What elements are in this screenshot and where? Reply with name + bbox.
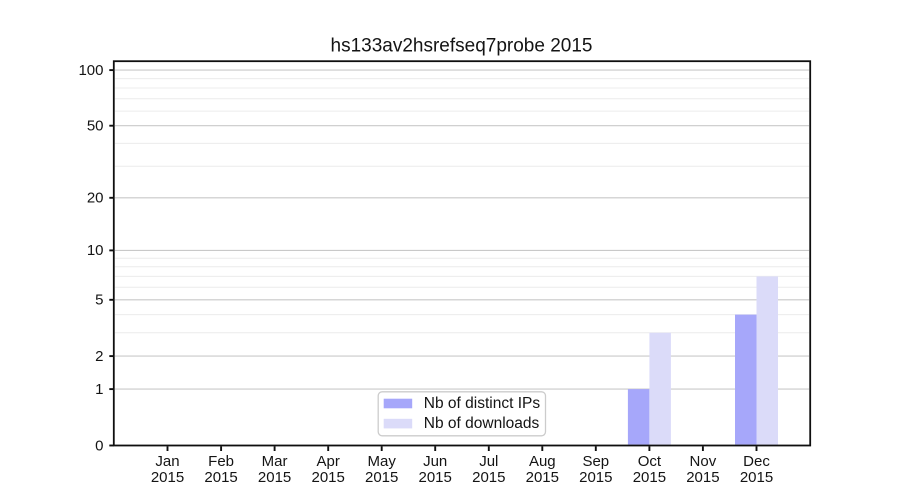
svg-text:Aug: Aug bbox=[529, 453, 556, 470]
svg-text:5: 5 bbox=[95, 292, 103, 309]
svg-text:Mar: Mar bbox=[262, 453, 288, 470]
svg-text:Nb of downloads: Nb of downloads bbox=[424, 415, 540, 432]
svg-text:Jan: Jan bbox=[155, 453, 179, 470]
svg-text:hs133av2hsrefseq7probe 2015: hs133av2hsrefseq7probe 2015 bbox=[331, 36, 593, 57]
svg-text:20: 20 bbox=[87, 190, 104, 207]
svg-text:May: May bbox=[368, 453, 397, 470]
svg-text:0: 0 bbox=[95, 437, 103, 454]
svg-text:Jun: Jun bbox=[423, 453, 447, 470]
svg-text:10: 10 bbox=[87, 242, 104, 259]
svg-text:2015: 2015 bbox=[151, 469, 184, 486]
svg-text:1: 1 bbox=[95, 381, 103, 398]
svg-text:2015: 2015 bbox=[365, 469, 398, 486]
svg-text:100: 100 bbox=[78, 62, 103, 79]
svg-text:Feb: Feb bbox=[208, 453, 234, 470]
svg-text:Nb of distinct IPs: Nb of distinct IPs bbox=[424, 395, 541, 412]
svg-text:2015: 2015 bbox=[740, 469, 773, 486]
svg-text:2015: 2015 bbox=[312, 469, 345, 486]
svg-text:2015: 2015 bbox=[633, 469, 666, 486]
svg-text:2015: 2015 bbox=[472, 469, 505, 486]
svg-text:2015: 2015 bbox=[419, 469, 452, 486]
svg-text:Dec: Dec bbox=[743, 453, 770, 470]
svg-text:Apr: Apr bbox=[317, 453, 340, 470]
svg-text:Nov: Nov bbox=[690, 453, 717, 470]
svg-text:2015: 2015 bbox=[579, 469, 612, 486]
svg-text:Jul: Jul bbox=[479, 453, 498, 470]
svg-text:Sep: Sep bbox=[582, 453, 609, 470]
svg-text:2015: 2015 bbox=[258, 469, 291, 486]
svg-text:2: 2 bbox=[95, 348, 103, 365]
svg-text:Oct: Oct bbox=[638, 453, 662, 470]
svg-text:50: 50 bbox=[87, 118, 104, 135]
svg-text:2015: 2015 bbox=[526, 469, 559, 486]
svg-text:2015: 2015 bbox=[686, 469, 719, 486]
svg-text:2015: 2015 bbox=[204, 469, 237, 486]
